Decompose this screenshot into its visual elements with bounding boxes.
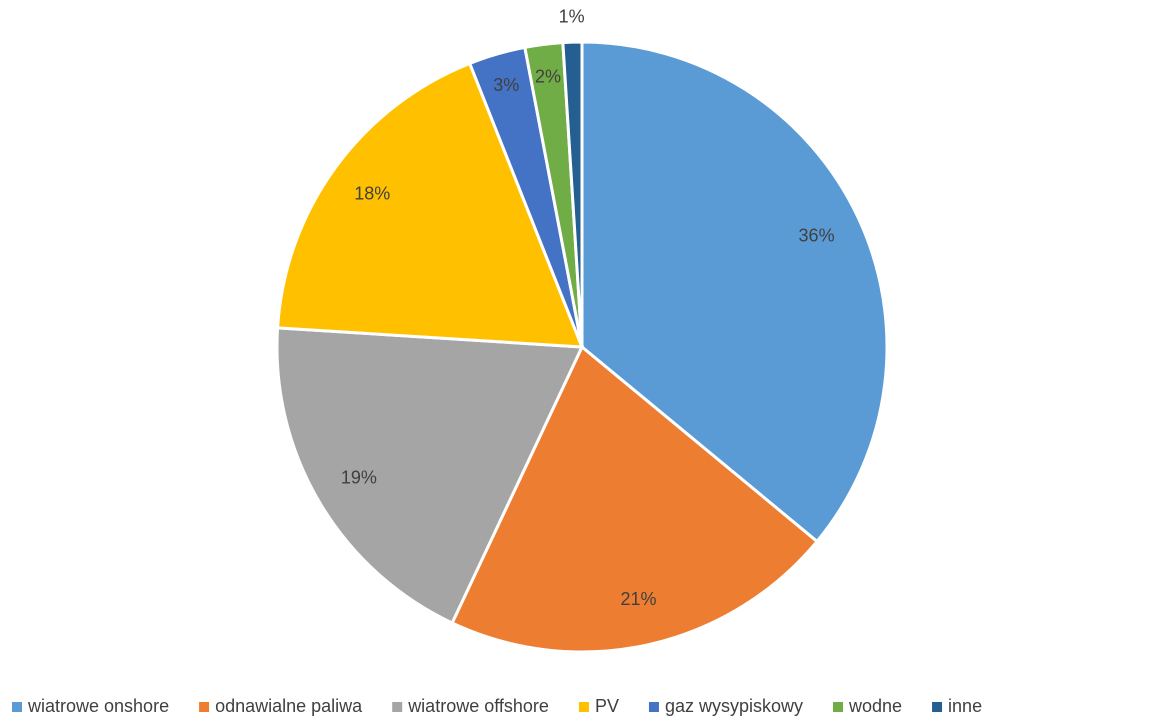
data-label: 18% [354, 183, 390, 203]
data-label: 21% [621, 589, 657, 609]
legend-label: wiatrowe offshore [407, 696, 549, 716]
legend-label: odnawialne paliwa [215, 696, 363, 716]
pie-slice [450, 344, 820, 654]
legend-swatch [12, 702, 22, 712]
data-label: 36% [799, 225, 835, 245]
pie-slice [580, 40, 889, 544]
legend-swatch [648, 702, 659, 712]
pie-slice [276, 61, 585, 349]
data-label: 3% [493, 75, 519, 95]
legend-label: wiatrowe onshore [27, 696, 169, 716]
data-label: 19% [341, 468, 377, 488]
pie-slice [275, 326, 585, 625]
legend-swatch [833, 702, 843, 712]
data-label: 1% [559, 7, 585, 27]
legend-label: inne [948, 696, 982, 716]
legend-swatch [578, 702, 589, 712]
legend-swatch [932, 702, 943, 712]
legend-label: gaz wysypiskowy [665, 696, 803, 716]
legend-swatch [199, 702, 210, 712]
data-label: 2% [535, 66, 561, 86]
legend-swatch [392, 702, 403, 712]
legend-label: wodne [848, 696, 902, 716]
legend-label: PV [595, 696, 619, 716]
pie-slice [561, 40, 584, 348]
